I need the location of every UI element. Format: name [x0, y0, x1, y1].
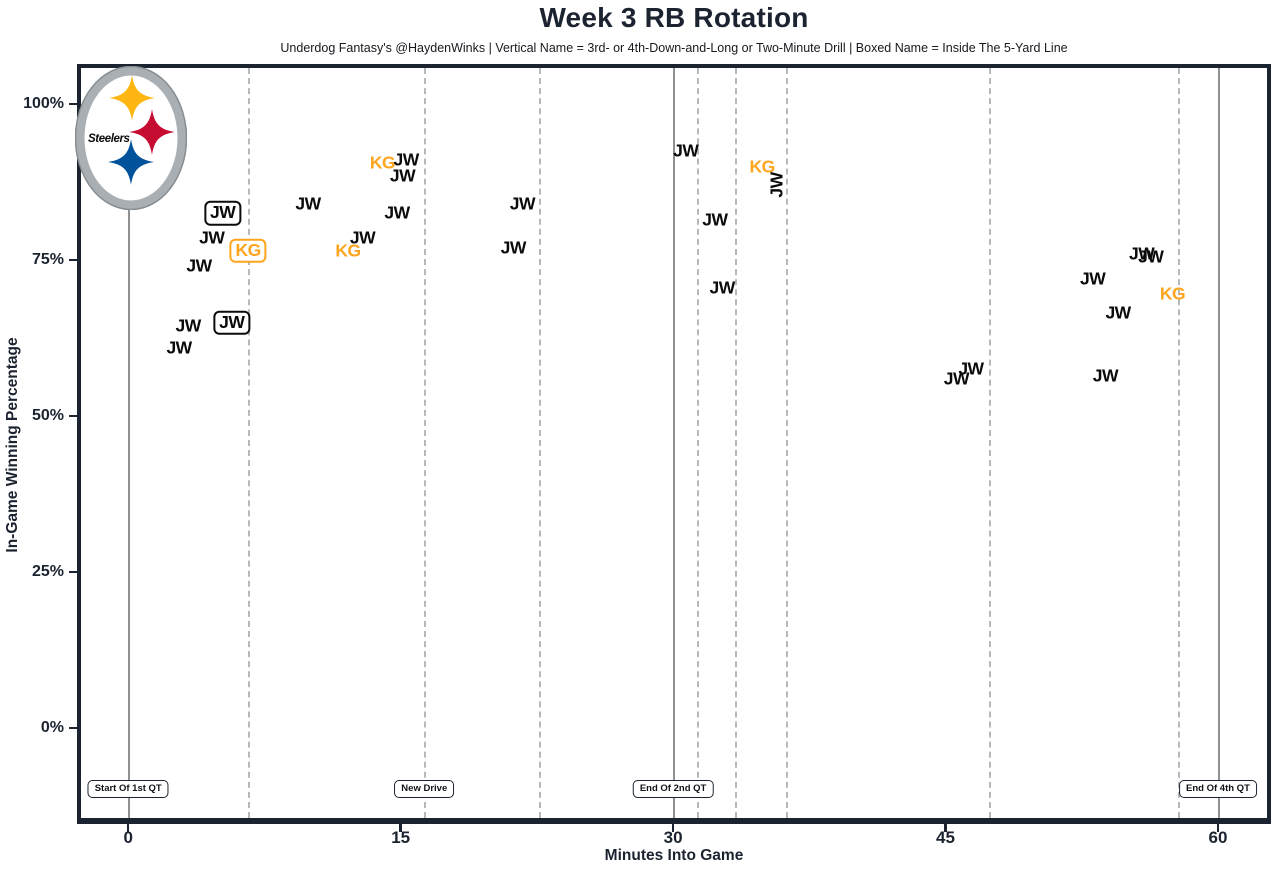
chart-subtitle: Underdog Fantasy's @HaydenWinks | Vertic… [280, 41, 1068, 55]
data-point-jw: JW [673, 140, 699, 161]
data-point-jw: JW [204, 201, 242, 226]
y-tick-mark [69, 414, 77, 418]
data-point-jw: JW [175, 314, 202, 335]
x-tick-label: 15 [391, 828, 411, 847]
data-point-jw: JW [213, 310, 251, 335]
data-point-jw: JW [1138, 246, 1164, 267]
data-point-jw: JW [295, 193, 321, 214]
plot-area: Start Of 1st QT New Drive End Of 2nd QT End… [77, 64, 1271, 824]
data-point-jw: JW [1092, 364, 1119, 385]
new-drive-line [538, 68, 541, 818]
data-point-jw: JW [500, 236, 527, 257]
logo-blue-diamond-icon [108, 139, 154, 185]
y-tick-label: 100% [23, 95, 64, 113]
data-point-jw: JW [509, 193, 536, 214]
x-tick-label: 60 [1208, 828, 1228, 847]
x-tick-label: 30 [663, 828, 683, 847]
new-drive-line [696, 68, 699, 818]
x-tick-label: 0 [123, 828, 133, 847]
data-point-kg: KG [749, 155, 775, 176]
quarter-boundary-line [128, 68, 131, 818]
quarter-boundary-line [1217, 68, 1220, 818]
logo-gold-diamond-icon [109, 75, 155, 121]
logo-ring-edge [75, 66, 187, 210]
data-point-jw: JW [702, 208, 728, 229]
annotation-box: End Of 4th QT [1179, 780, 1257, 798]
data-point-jw: JW [186, 255, 212, 276]
y-tick-label: 75% [31, 251, 64, 269]
new-drive-line [734, 68, 737, 818]
new-drive-line [989, 68, 992, 818]
data-point-jw: JW [709, 277, 736, 298]
x-tick-mark [1216, 824, 1220, 832]
new-drive-line [424, 68, 427, 818]
new-drive-line [248, 68, 251, 818]
chart-title: Week 3 RB Rotation [539, 2, 809, 33]
quarter-boundary-line [673, 68, 676, 818]
data-point-jw: JW [389, 165, 416, 186]
data-point-jw: JW [166, 336, 192, 357]
x-tick-mark [671, 824, 675, 832]
data-point-jw: JW [1080, 268, 1106, 289]
annotation-box: New Drive [394, 780, 455, 798]
data-point-jw: JW [199, 227, 225, 248]
y-tick-label: 25% [31, 563, 64, 581]
annotation-box: End Of 2nd QT [632, 780, 714, 798]
data-point-jw: JW [384, 202, 410, 223]
y-axis-title: In-Game Winning Percentage [4, 337, 21, 553]
data-point-jw: JW [393, 149, 419, 170]
y-tick-mark [69, 570, 77, 574]
data-point-jw: JW [943, 367, 970, 388]
x-tick-label: 45 [936, 828, 955, 847]
data-point-jw: JW [1105, 302, 1131, 323]
new-drive-line [785, 68, 788, 818]
y-tick-label: 0% [40, 719, 64, 737]
x-tick-mark [944, 824, 947, 832]
data-point-kg: KG [229, 238, 267, 264]
logo-red-diamond-icon [129, 109, 175, 155]
steelers-logo: Steelers [75, 66, 187, 210]
data-point-kg: KG [335, 240, 361, 261]
y-tick-label: 50% [31, 407, 64, 425]
x-tick-mark [399, 824, 402, 832]
y-tick-mark [69, 726, 77, 730]
y-tick-mark [69, 102, 77, 106]
annotation-box: Start Of 1st QT [87, 780, 169, 798]
x-tick-mark [126, 824, 130, 832]
data-point-jw: JW [1129, 243, 1155, 264]
new-drive-line [1178, 68, 1180, 818]
data-point-jw: JW [765, 172, 786, 198]
logo-ring [75, 66, 187, 210]
data-point-kg: KG [369, 152, 396, 173]
data-point-jw: JW [958, 358, 984, 379]
x-axis-title: Minutes Into Game [604, 847, 744, 864]
data-point-kg: KG [1159, 283, 1186, 304]
y-tick-mark [69, 258, 77, 262]
data-point-jw: JW [349, 227, 376, 248]
logo-team-name: Steelers [88, 133, 130, 145]
